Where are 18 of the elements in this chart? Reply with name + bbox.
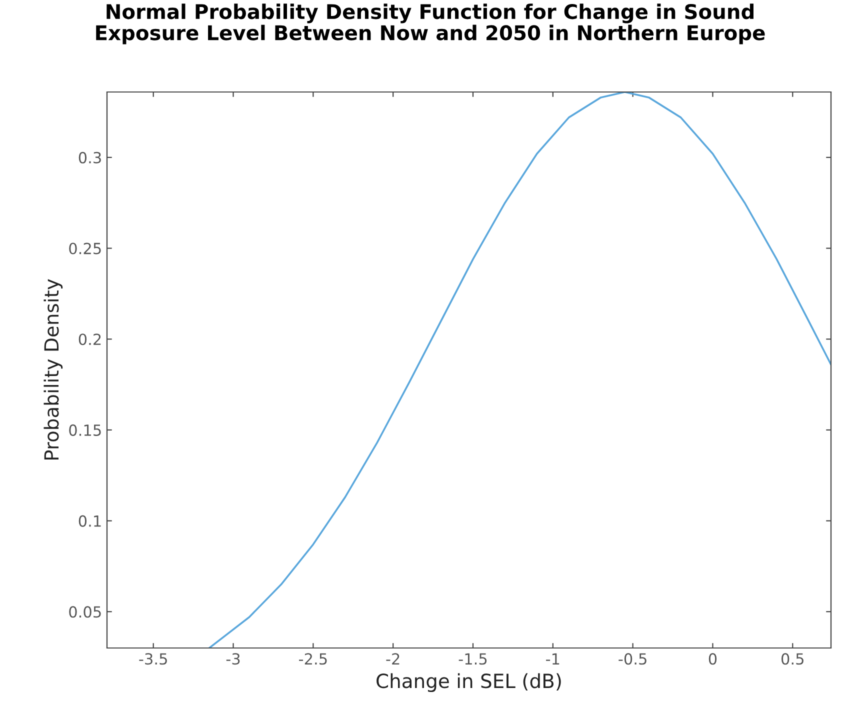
x-tick-label: -3 xyxy=(226,653,240,665)
chart-title: Normal Probability Density Function for Change in Sound Exposure Level Between Now and 2050 in Northern Europe xyxy=(96,4,765,44)
x-tick-label: -1 xyxy=(546,653,560,664)
y-tick-label: 0.2 xyxy=(78,334,101,346)
x-tick-label: -1.5 xyxy=(458,653,487,665)
y-tick-label: 0.3 xyxy=(78,152,101,164)
y-tick-label: 0.1 xyxy=(78,515,101,527)
y-axis-title: Probability Density xyxy=(44,279,63,460)
x-axis-title: Change in SEL (dB) xyxy=(376,673,561,692)
x-tick-label: -0.5 xyxy=(618,653,646,665)
x-tick-label: -2 xyxy=(386,653,400,664)
x-tick-label: 0 xyxy=(708,653,717,665)
x-tick-label: 0.5 xyxy=(782,653,804,665)
x-tick-label: -3.5 xyxy=(139,653,167,665)
y-tick-label: 0.25 xyxy=(69,242,101,254)
y-tick-label: 0.15 xyxy=(69,424,101,436)
x-tick-label: -2.5 xyxy=(299,653,327,665)
y-tick-label: 0.05 xyxy=(69,606,101,618)
